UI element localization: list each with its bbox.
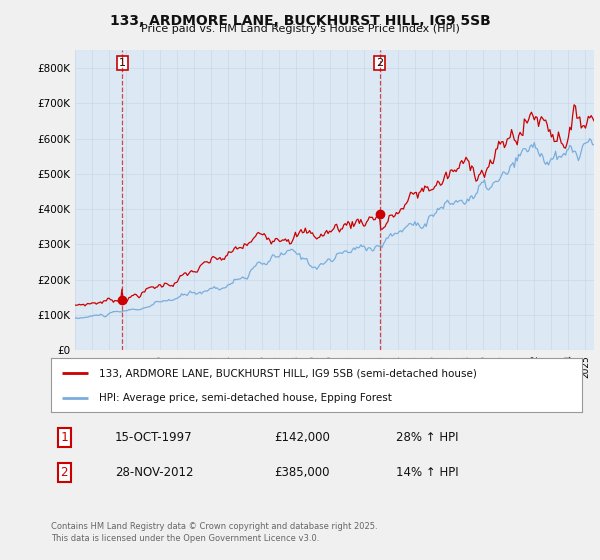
Text: HPI: Average price, semi-detached house, Epping Forest: HPI: Average price, semi-detached house,…: [99, 393, 392, 403]
Text: 28% ↑ HPI: 28% ↑ HPI: [396, 431, 458, 444]
Text: 133, ARDMORE LANE, BUCKHURST HILL, IG9 5SB: 133, ARDMORE LANE, BUCKHURST HILL, IG9 5…: [110, 14, 490, 28]
Text: 1: 1: [61, 431, 68, 444]
Text: 1: 1: [119, 58, 126, 68]
Text: 2: 2: [61, 466, 68, 479]
Text: 28-NOV-2012: 28-NOV-2012: [115, 466, 193, 479]
Text: Contains HM Land Registry data © Crown copyright and database right 2025.
This d: Contains HM Land Registry data © Crown c…: [51, 522, 377, 543]
Text: Price paid vs. HM Land Registry's House Price Index (HPI): Price paid vs. HM Land Registry's House …: [140, 24, 460, 34]
Text: £142,000: £142,000: [274, 431, 330, 444]
Text: 2: 2: [376, 58, 383, 68]
Text: 133, ARDMORE LANE, BUCKHURST HILL, IG9 5SB (semi-detached house): 133, ARDMORE LANE, BUCKHURST HILL, IG9 5…: [99, 368, 476, 379]
Text: 15-OCT-1997: 15-OCT-1997: [115, 431, 193, 444]
Text: £385,000: £385,000: [274, 466, 329, 479]
Text: 14% ↑ HPI: 14% ↑ HPI: [396, 466, 459, 479]
